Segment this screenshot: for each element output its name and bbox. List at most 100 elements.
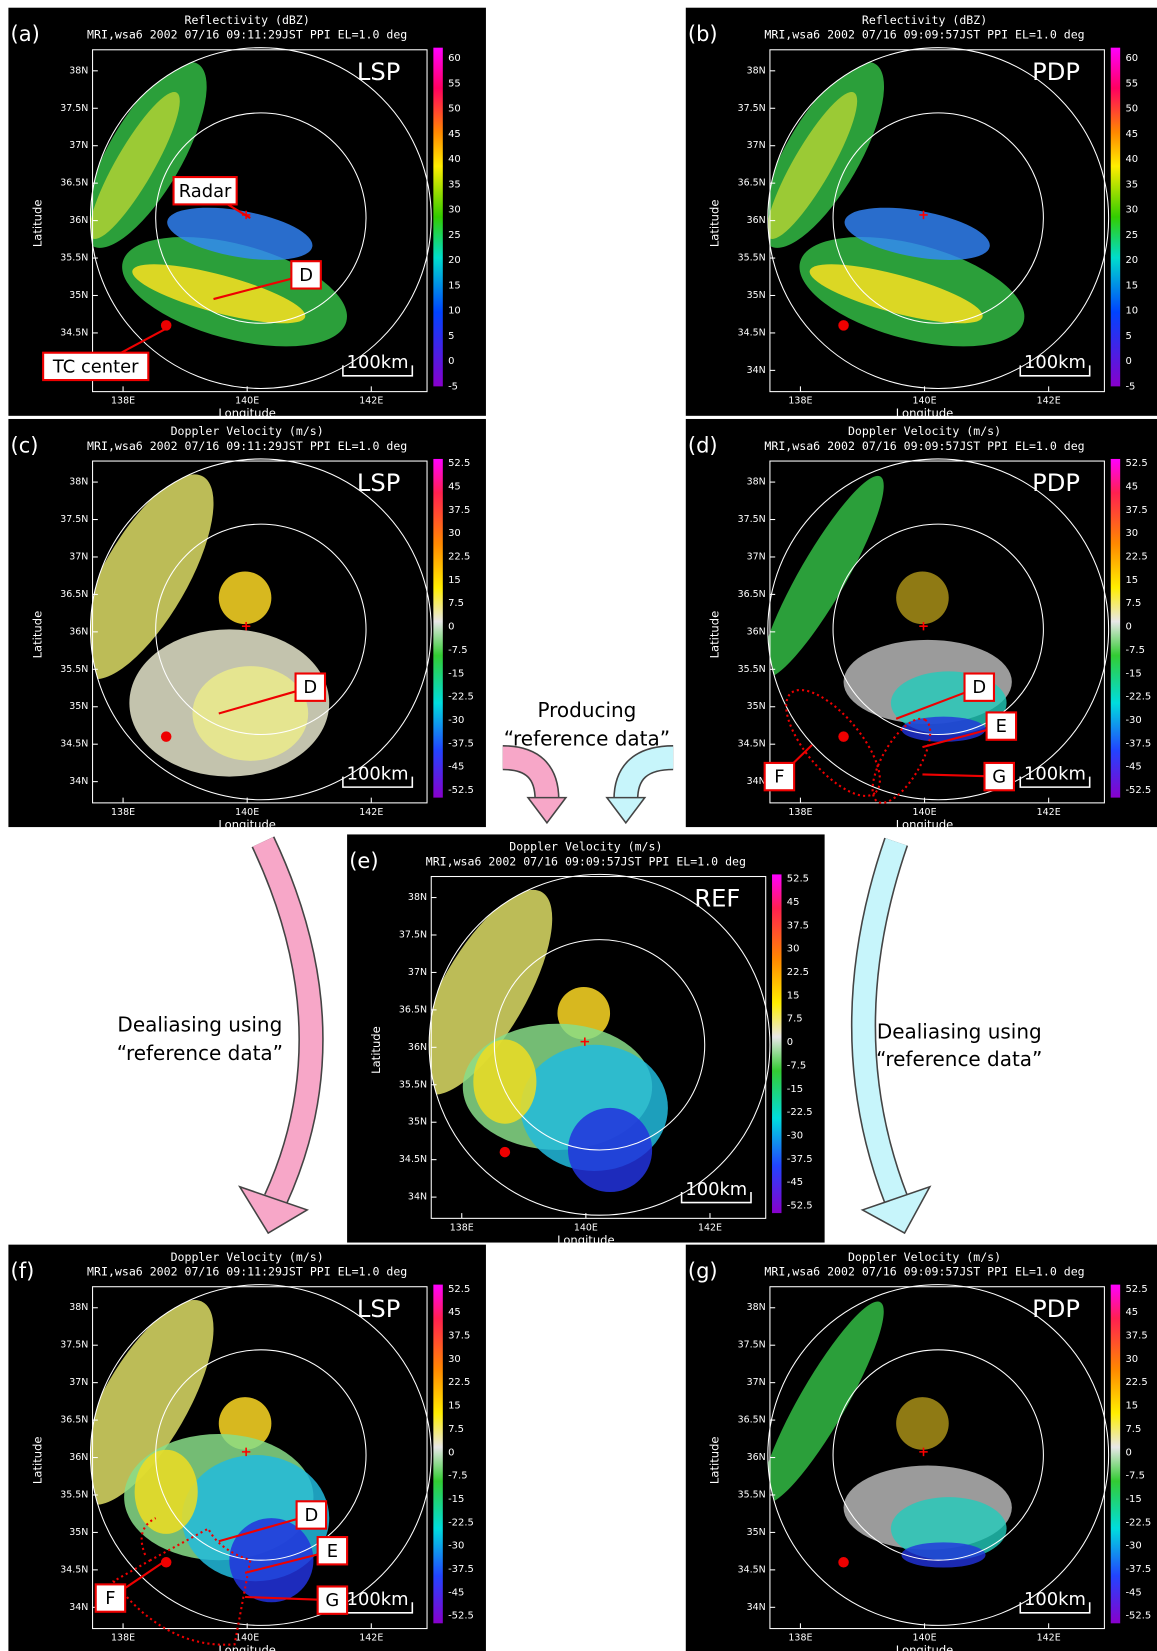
colorbar-label: -7.5 — [448, 645, 467, 656]
lat-tick-label: 35.5N — [60, 1489, 88, 1500]
panel-label: (a) — [11, 21, 40, 46]
lon-tick-label: 142E — [359, 807, 383, 818]
lat-tick-label: 35.5N — [738, 664, 766, 675]
lat-tick-label: 37.5N — [60, 1340, 88, 1351]
panel-subtitle: MRI,wsa6 2002 07/16 09:09:57JST PPI EL=1… — [764, 1264, 1084, 1278]
panel: (b)Reflectivity (dBZ)MRI,wsa6 2002 07/16… — [686, 8, 1157, 421]
panel-label: (g) — [688, 1258, 718, 1283]
colorbar-label: -45 — [448, 1587, 464, 1598]
panel-label: (e) — [349, 848, 378, 873]
colorbar-label: -37.5 — [448, 738, 474, 749]
lon-tick-label: 140E — [235, 807, 259, 818]
colorbar-label: -45 — [1125, 1587, 1141, 1598]
colorbar-label: 22.5 — [1125, 1377, 1147, 1388]
method-tag: LSP — [357, 469, 400, 497]
scale-label: 100km — [685, 1179, 747, 1200]
y-axis-label: Latitude — [708, 200, 722, 248]
tc-center — [161, 731, 172, 742]
lat-tick-label: 38N — [408, 892, 427, 903]
colorbar-label: -52.5 — [1125, 1611, 1151, 1622]
colorbar-label: 0 — [1125, 1447, 1131, 1458]
annotation-label: D — [299, 265, 313, 286]
colorbar-label: 30 — [1125, 205, 1138, 216]
colorbar-label: -37.5 — [1125, 738, 1151, 749]
colorbar-label: -5 — [1125, 381, 1135, 392]
colorbar-label: 7.5 — [1125, 598, 1141, 609]
annotation-label: E — [327, 1541, 338, 1562]
lat-tick-label: 38N — [69, 1302, 88, 1313]
lon-tick-label: 138E — [788, 1633, 812, 1644]
colorbar-label: -22.5 — [448, 692, 474, 703]
panel-title: Reflectivity (dBZ) — [862, 13, 987, 27]
panel-title: Reflectivity (dBZ) — [185, 13, 310, 27]
lat-tick-label: 38N — [747, 65, 766, 76]
colorbar-label: 30 — [1125, 528, 1138, 539]
colorbar-label: 52.5 — [448, 458, 470, 469]
x-axis-label: Longitude — [896, 406, 954, 420]
lat-tick-label: 34.5N — [60, 739, 88, 750]
colorbar-label: 15 — [1125, 575, 1138, 586]
lat-tick-label: 37.5N — [60, 514, 88, 525]
lat-tick-label: 37.5N — [399, 929, 427, 940]
lat-tick-label: 35.5N — [60, 664, 88, 675]
colorbar-label: 30 — [787, 944, 800, 955]
panel-title: Doppler Velocity (m/s) — [848, 1250, 1001, 1264]
colorbar-label: -22.5 — [1125, 1517, 1151, 1528]
lon-tick-label: 142E — [1037, 396, 1061, 407]
y-axis-label: Latitude — [708, 611, 722, 659]
lat-tick-label: 36N — [69, 1452, 88, 1463]
lat-tick-label: 35N — [69, 701, 88, 712]
tc-center — [838, 320, 849, 331]
tc-center — [838, 731, 849, 742]
method-tag: REF — [694, 885, 740, 913]
echo — [901, 1542, 985, 1567]
panel: (e)Doppler Velocity (m/s)MRI,wsa6 2002 0… — [347, 834, 825, 1247]
lat-tick-label: 37.5N — [60, 103, 88, 114]
colorbar-label: 55 — [1125, 78, 1138, 89]
method-tag: PDP — [1032, 469, 1080, 497]
lon-tick-label: 138E — [111, 1633, 135, 1644]
lat-tick-label: 36N — [69, 626, 88, 637]
colorbar-label: -15 — [1125, 668, 1141, 679]
colorbar-label: 0 — [787, 1037, 793, 1048]
lat-tick-label: 34N — [408, 1192, 427, 1203]
lon-tick-label: 142E — [1037, 807, 1061, 818]
colorbar-label: -7.5 — [1125, 1471, 1144, 1482]
colorbar-label: -52.5 — [448, 1611, 474, 1622]
colorbar-label: -5 — [448, 381, 458, 392]
colorbar-label: -15 — [448, 668, 464, 679]
colorbar-label: 50 — [448, 104, 461, 115]
arrow-caption: Producing — [537, 698, 636, 722]
lat-tick-label: 37.5N — [738, 514, 766, 525]
lon-tick-label: 142E — [1037, 1633, 1061, 1644]
lat-tick-label: 34.5N — [738, 1564, 766, 1575]
colorbar-label: -52.5 — [787, 1201, 813, 1212]
lat-tick-label: 37.5N — [738, 103, 766, 114]
colorbar-label: 5 — [1125, 331, 1131, 342]
lat-tick-label: 34N — [69, 1602, 88, 1613]
y-axis-label: Latitude — [30, 200, 44, 248]
panel-subtitle: MRI,wsa6 2002 07/16 09:11:29JST PPI EL=1… — [87, 1264, 407, 1278]
lat-tick-label: 35.5N — [738, 1489, 766, 1500]
lat-tick-label: 37N — [69, 140, 88, 151]
lat-tick-label: 35N — [69, 1527, 88, 1538]
lat-tick-label: 35.5N — [399, 1079, 427, 1090]
colorbar-label: -45 — [448, 762, 464, 773]
colorbar-label: 15 — [448, 575, 461, 586]
method-tag: PDP — [1032, 1295, 1080, 1323]
colorbar-label: 30 — [448, 528, 461, 539]
lat-tick-label: 36.5N — [399, 1004, 427, 1015]
panel-label: (d) — [688, 432, 718, 457]
x-axis-label: Longitude — [218, 406, 276, 420]
lon-tick-label: 138E — [788, 807, 812, 818]
y-axis-label: Latitude — [369, 1026, 383, 1074]
colorbar-label: 50 — [1125, 104, 1138, 115]
colorbar-label: 45 — [448, 129, 461, 140]
panel-subtitle: MRI,wsa6 2002 07/16 09:09:57JST PPI EL=1… — [764, 439, 1084, 453]
colorbar-label: 25 — [448, 230, 461, 241]
panel: (g) Doppler Velocity (m/s)MRI,wsa6 2002 0… — [686, 1245, 1157, 1651]
page: (a) Reflectivity (dBZ) MRI,wsa6 2002 07/16… — [0, 0, 1157, 1651]
colorbar-label: -7.5 — [448, 1471, 467, 1482]
colorbar-label: 40 — [448, 154, 461, 165]
colorbar-label: -15 — [787, 1084, 803, 1095]
